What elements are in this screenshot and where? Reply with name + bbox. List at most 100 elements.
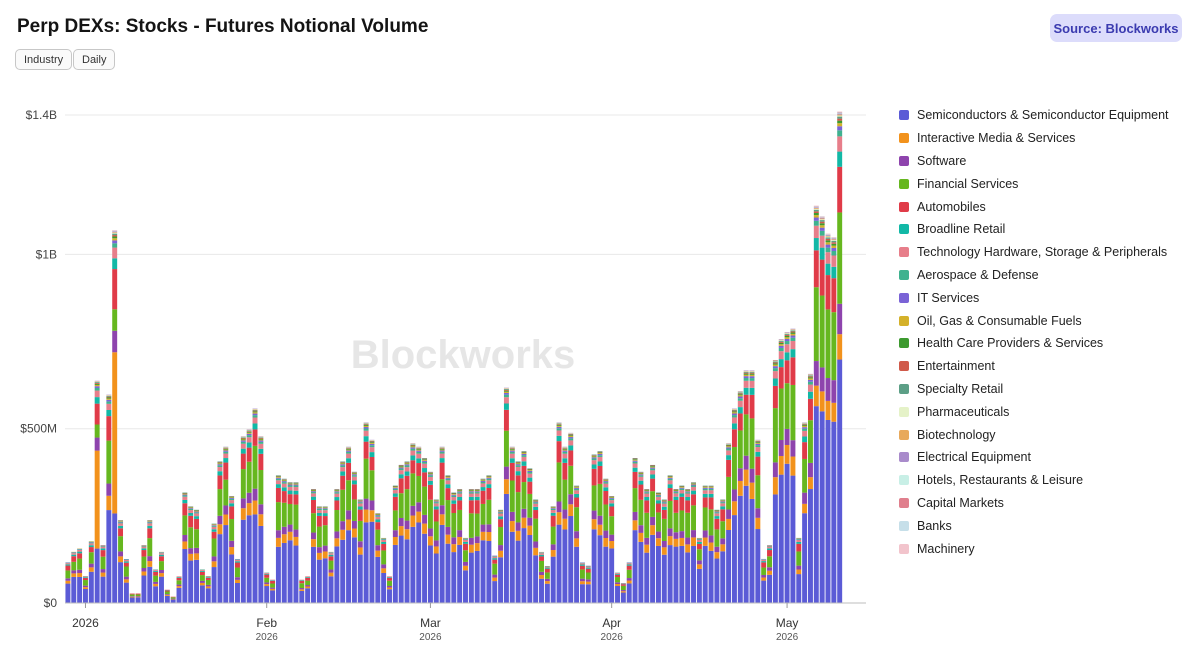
bar-segment[interactable] [784, 341, 790, 345]
bar-segment[interactable] [655, 538, 661, 546]
bar-segment[interactable] [65, 565, 71, 571]
bar-segment[interactable] [714, 552, 720, 559]
bar-segment[interactable] [439, 450, 445, 452]
bar-segment[interactable] [486, 476, 492, 478]
bar-segment[interactable] [445, 475, 451, 477]
bar-segment[interactable] [603, 480, 609, 482]
bar-segment[interactable] [264, 572, 270, 574]
bar-segment[interactable] [632, 530, 638, 603]
bar-segment[interactable] [351, 528, 357, 538]
bar-segment[interactable] [164, 590, 170, 592]
bar-segment[interactable] [170, 597, 176, 599]
legend-item[interactable]: Interactive Media & Services [899, 127, 1194, 150]
bar-segment[interactable] [164, 594, 170, 595]
bar-segment[interactable] [533, 547, 539, 556]
bar-segment[interactable] [293, 490, 299, 495]
bar-segment[interactable] [778, 340, 784, 342]
bar-segment[interactable] [351, 472, 357, 473]
bar-segment[interactable] [755, 445, 761, 448]
bar-segment[interactable] [527, 535, 533, 603]
bar-segment[interactable] [416, 447, 422, 449]
bar-segment[interactable] [194, 516, 200, 519]
bar-segment[interactable] [363, 498, 369, 510]
bar-segment[interactable] [802, 424, 808, 426]
bar-segment[interactable] [515, 492, 521, 523]
bar-segment[interactable] [410, 444, 416, 446]
bar-segment[interactable] [486, 540, 492, 603]
bar-segment[interactable] [468, 490, 474, 492]
bar-segment[interactable] [346, 448, 352, 450]
bar-segment[interactable] [749, 387, 755, 395]
bar-segment[interactable] [574, 507, 580, 532]
bar-segment[interactable] [556, 501, 562, 513]
bar-segment[interactable] [807, 375, 813, 377]
bar-segment[interactable] [357, 500, 363, 501]
bar-segment[interactable] [650, 464, 656, 466]
bar-segment[interactable] [229, 500, 235, 504]
bar-segment[interactable] [603, 481, 609, 483]
bar-segment[interactable] [199, 582, 205, 586]
bar-segment[interactable] [217, 466, 223, 472]
bar-segment[interactable] [591, 455, 597, 456]
bar-segment[interactable] [334, 538, 340, 547]
bar-segment[interactable] [223, 448, 229, 449]
bar-segment[interactable] [533, 506, 539, 511]
bar-segment[interactable] [509, 447, 515, 449]
bar-segment[interactable] [702, 487, 708, 488]
bar-segment[interactable] [100, 548, 106, 551]
bar-segment[interactable] [527, 477, 533, 482]
bar-segment[interactable] [550, 526, 556, 545]
bar-segment[interactable] [825, 275, 831, 310]
bar-segment[interactable] [392, 487, 398, 489]
bar-segment[interactable] [790, 440, 796, 457]
bar-segment[interactable] [410, 460, 416, 474]
bar-segment[interactable] [591, 456, 597, 458]
bar-segment[interactable] [533, 541, 539, 548]
bar-segment[interactable] [176, 586, 182, 588]
bar-segment[interactable] [813, 208, 819, 210]
bar-segment[interactable] [691, 530, 696, 538]
bar-segment[interactable] [457, 490, 463, 492]
bar-segment[interactable] [404, 520, 410, 530]
bar-segment[interactable] [527, 470, 533, 473]
bar-segment[interactable] [65, 564, 71, 566]
bar-segment[interactable] [708, 486, 714, 488]
bar-segment[interactable] [568, 437, 574, 439]
bar-segment[interactable] [825, 252, 831, 264]
bar-segment[interactable] [609, 506, 615, 517]
bar-segment[interactable] [211, 556, 217, 562]
bar-segment[interactable] [305, 577, 311, 578]
bar-segment[interactable] [767, 550, 773, 557]
bar-segment[interactable] [486, 478, 492, 481]
bar-segment[interactable] [240, 440, 246, 442]
bar-segment[interactable] [158, 561, 164, 570]
bar-segment[interactable] [404, 465, 410, 468]
bar-segment[interactable] [749, 373, 755, 375]
bar-segment[interactable] [807, 377, 813, 379]
bar-segment[interactable] [790, 332, 796, 334]
bar-segment[interactable] [556, 462, 562, 502]
bar-segment[interactable] [363, 458, 369, 499]
bar-segment[interactable] [416, 448, 422, 449]
bar-segment[interactable] [77, 551, 83, 554]
bar-segment[interactable] [293, 483, 299, 484]
bar-segment[interactable] [603, 538, 609, 547]
bar-segment[interactable] [194, 553, 200, 560]
bar-segment[interactable] [258, 453, 264, 471]
bar-segment[interactable] [638, 480, 644, 485]
bar-segment[interactable] [743, 394, 749, 415]
bar-segment[interactable] [275, 475, 281, 477]
bar-segment[interactable] [638, 499, 644, 526]
bar-segment[interactable] [305, 588, 311, 603]
bar-segment[interactable] [398, 467, 404, 469]
bar-segment[interactable] [375, 556, 381, 603]
bar-segment[interactable] [498, 519, 504, 528]
bar-segment[interactable] [539, 552, 544, 554]
bar-segment[interactable] [188, 512, 194, 516]
bar-segment[interactable] [392, 530, 398, 537]
bar-segment[interactable] [743, 455, 749, 470]
bar-segment[interactable] [556, 424, 562, 426]
bar-segment[interactable] [837, 114, 843, 116]
bar-segment[interactable] [357, 520, 363, 542]
bar-segment[interactable] [579, 564, 585, 566]
